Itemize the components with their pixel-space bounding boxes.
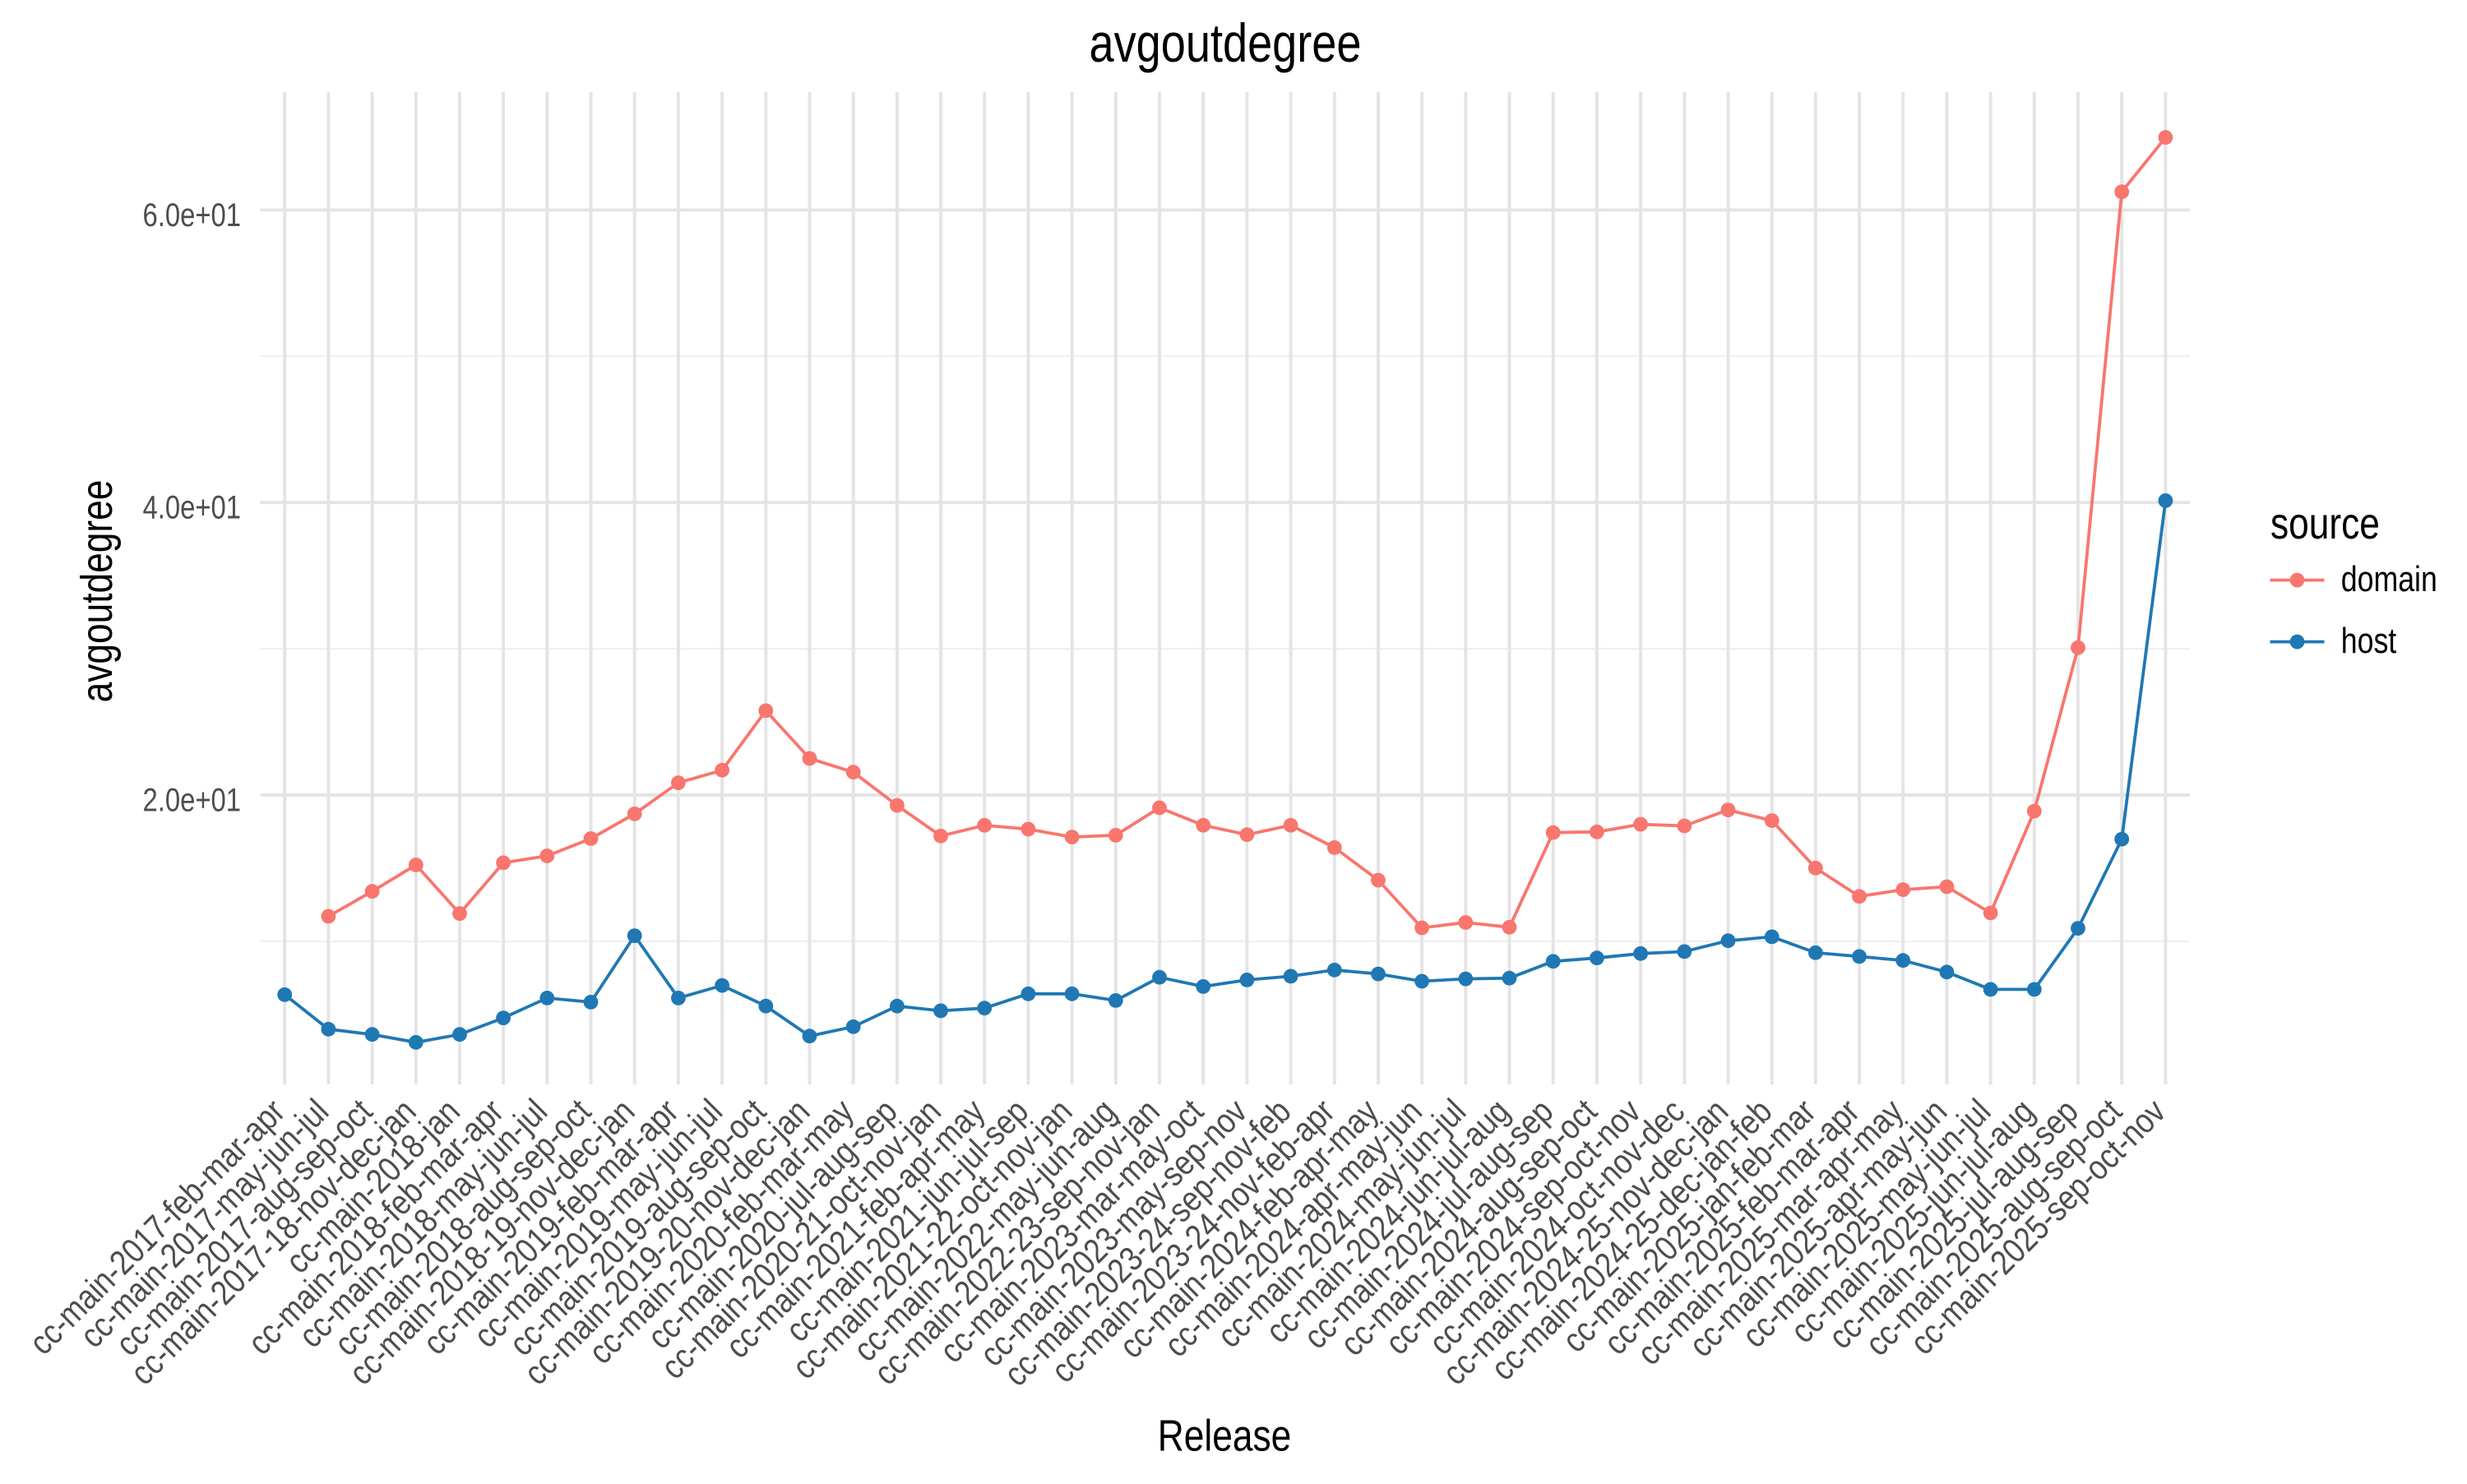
svg-text:Release: Release [1158,1412,1291,1461]
svg-text:source: source [2270,499,2380,548]
svg-text:domain: domain [2341,560,2437,599]
svg-text:avgoutdegree: avgoutdegree [1090,12,1362,73]
svg-text:avgoutdegree: avgoutdegree [72,480,122,703]
svg-text:2.0e+01: 2.0e+01 [143,783,242,819]
svg-text:6.0e+01: 6.0e+01 [143,197,242,233]
svg-text:host: host [2341,622,2396,661]
svg-text:4.0e+01: 4.0e+01 [143,490,242,526]
